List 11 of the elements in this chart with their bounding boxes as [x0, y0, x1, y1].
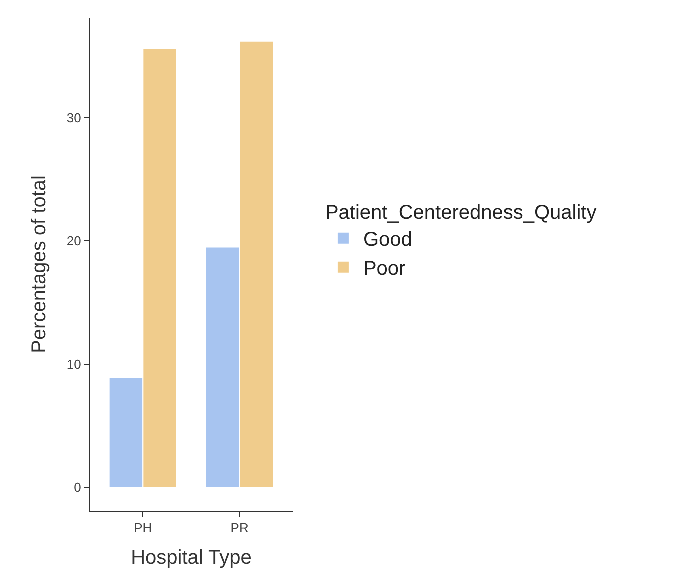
- x-axis-title: Hospital Type: [131, 547, 252, 570]
- y-axis-title: Percentages of total: [28, 176, 50, 354]
- y-tick-label: 0: [74, 480, 82, 496]
- y-tick-label: 10: [66, 356, 82, 372]
- y-tick-label: 20: [66, 234, 82, 249]
- legend-label: Good: [363, 229, 412, 252]
- x-tick-label: PH: [134, 520, 152, 536]
- legend-title: Patient_Centeredness_Quality: [325, 202, 597, 224]
- y-tick-label: 30: [66, 110, 82, 126]
- legend-label: Poor: [363, 258, 406, 280]
- x-tick-label: PR: [230, 520, 249, 536]
